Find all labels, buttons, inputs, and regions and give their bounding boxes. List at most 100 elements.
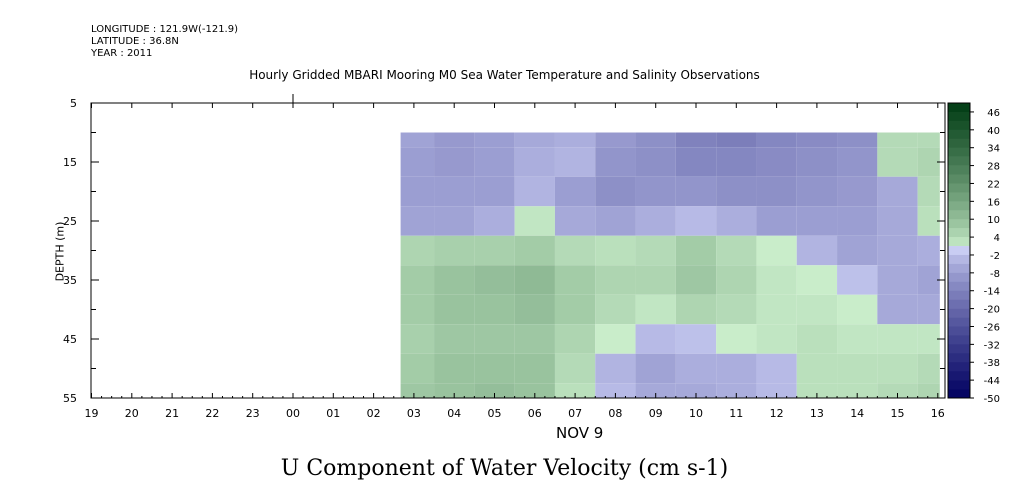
heatmap-cell xyxy=(514,132,555,148)
colorbar-tick-label: -2 xyxy=(990,251,1000,262)
heatmap-cell xyxy=(675,294,717,325)
colorbar-swatch xyxy=(948,183,970,193)
heatmap-cell xyxy=(474,324,515,354)
heatmap-cell xyxy=(716,353,757,384)
x-tick-label: 13 xyxy=(810,407,824,420)
colorbar-swatch xyxy=(948,254,970,265)
heatmap-cell xyxy=(474,383,515,398)
heatmap-cell xyxy=(635,294,676,325)
x-tick-label: 14 xyxy=(850,407,864,420)
heatmap-cell xyxy=(756,235,797,266)
colorbar-swatch xyxy=(948,308,970,318)
heatmap-cell xyxy=(434,235,475,266)
colorbar-swatch xyxy=(948,103,970,113)
colorbar-tick-label: -20 xyxy=(984,305,1000,316)
heatmap-cell xyxy=(917,265,940,295)
heatmap-cell xyxy=(837,383,878,398)
heatmap-cell xyxy=(917,324,940,354)
heatmap-cell xyxy=(434,353,475,384)
colorbar-tick-label: 4 xyxy=(994,233,1000,244)
x-tick-label: 04 xyxy=(447,407,461,420)
heatmap-cell xyxy=(877,265,918,295)
heatmap-cell xyxy=(877,235,918,266)
heatmap-cell xyxy=(474,147,515,177)
colorbar-swatch xyxy=(948,344,970,354)
heatmap-cell xyxy=(716,176,757,207)
colorbar-swatch xyxy=(948,362,970,372)
heatmap-cell xyxy=(474,235,515,266)
heatmap-cell xyxy=(400,324,435,354)
heatmap-cell xyxy=(877,132,918,148)
colorbar-tick-label: 40 xyxy=(987,126,1000,137)
heatmap-cell xyxy=(917,132,940,148)
heatmap-cell xyxy=(877,383,918,398)
heatmap-cell xyxy=(796,265,838,295)
colorbar-swatch xyxy=(948,263,970,274)
colorbar-tick-label: -26 xyxy=(984,322,1000,333)
colorbar-swatch xyxy=(948,371,970,381)
heatmap-cell xyxy=(675,176,717,207)
colorbar-tick-label: -50 xyxy=(984,394,1000,405)
colorbar-swatch xyxy=(948,290,970,300)
colorbar-title: U Component of Water Velocity (cm s-1) xyxy=(280,456,729,481)
colorbar-swatch xyxy=(948,317,970,327)
heatmap-cell xyxy=(917,206,940,236)
heatmap-cell xyxy=(474,353,515,384)
heatmap-cell xyxy=(514,147,555,177)
heatmap-cell xyxy=(837,353,878,384)
heatmap-cell xyxy=(434,265,475,295)
heatmap-cell xyxy=(716,324,757,354)
heatmap-cell xyxy=(837,206,878,236)
heatmap-cell xyxy=(796,353,838,384)
y-axis-ticks: 5 15 25 35 45 55 xyxy=(63,97,945,405)
heatmap-cell xyxy=(514,383,555,398)
colorbar-swatch xyxy=(948,335,970,345)
heatmap-cell xyxy=(595,147,636,177)
colorbar-swatch xyxy=(948,138,970,148)
heatmap-cell xyxy=(400,294,435,325)
x-tick-label: 00 xyxy=(286,407,300,420)
heatmap-cell xyxy=(837,324,878,354)
colorbar-swatch xyxy=(948,246,970,256)
x-tick-label: 12 xyxy=(770,407,784,420)
heatmap-cell xyxy=(400,206,435,236)
heatmap-cell xyxy=(877,294,918,325)
heatmap-cell xyxy=(554,353,596,384)
colorbar-swatch xyxy=(948,156,970,166)
year-label: YEAR : 2011 xyxy=(91,48,153,59)
colorbar-swatch xyxy=(948,174,970,184)
heatmap-cell xyxy=(756,383,797,398)
heatmap-cell xyxy=(716,265,757,295)
chart-title: Hourly Gridded MBARI Mooring M0 Sea Wate… xyxy=(249,68,760,82)
heatmap-cell xyxy=(675,353,717,384)
y-axis-label: DEPTH (m) xyxy=(53,221,67,282)
x-axis-ticks: 19 20 21 22 23 00 01 02 03 04 05 06 07 08 09 10 11 12 13 14… xyxy=(85,94,945,420)
colorbar-tick-label: 16 xyxy=(987,197,1000,208)
colorbar-swatch xyxy=(948,165,970,175)
colorbar-swatch xyxy=(948,237,970,247)
heatmap-cell xyxy=(554,132,596,148)
x-tick-label: 19 xyxy=(85,407,99,420)
heatmap-cell xyxy=(756,353,797,384)
heatmap-cell xyxy=(474,265,515,295)
colorbar-tick-label: -38 xyxy=(984,358,1000,369)
heatmap-cell xyxy=(877,176,918,207)
colorbar-swatch xyxy=(948,111,970,122)
colorbar-swatch xyxy=(948,353,970,363)
heatmap-cell xyxy=(756,265,797,295)
heatmap-cell xyxy=(554,147,596,177)
heatmap-cell xyxy=(514,324,555,354)
colorbar-frame xyxy=(947,102,971,399)
heatmap-cell xyxy=(796,147,838,177)
heatmap-cell xyxy=(595,132,636,148)
heatmap-cell xyxy=(400,235,435,266)
heatmap-cell xyxy=(716,235,757,266)
heatmap-cell xyxy=(554,294,596,325)
heatmap-cell xyxy=(595,383,636,398)
colorbar-tick-label: -32 xyxy=(984,340,1000,351)
heatmap-cell xyxy=(595,324,636,354)
colorbar-tick-label: 46 xyxy=(987,108,1000,119)
heatmap-cell xyxy=(675,324,717,354)
heatmap-cell xyxy=(796,132,838,148)
colorbar-swatch xyxy=(948,272,970,283)
